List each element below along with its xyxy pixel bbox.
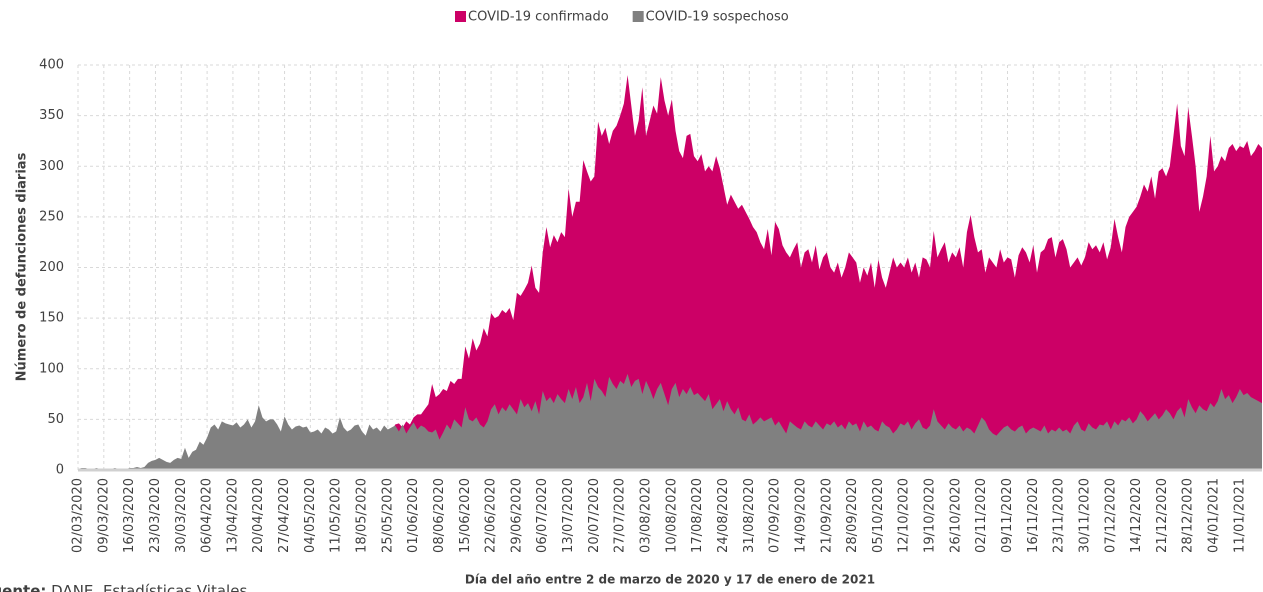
y-tick-label: 0 xyxy=(56,463,64,478)
legend-label: COVID-19 sospechoso xyxy=(646,10,789,25)
legend-label: COVID-19 confirmado xyxy=(468,10,609,25)
x-tick-label: 18/05/2020 xyxy=(355,478,370,553)
x-tick-label: 09/03/2020 xyxy=(96,478,111,553)
y-tick-label: 200 xyxy=(39,260,64,275)
x-tick-label: 07/09/2020 xyxy=(768,478,783,553)
x-tick-label: 16/03/2020 xyxy=(122,478,137,553)
x-tick-label: 25/05/2020 xyxy=(380,478,395,553)
x-tick-label: 08/06/2020 xyxy=(432,478,447,553)
x-tick-label: 11/05/2020 xyxy=(329,478,344,553)
x-tick-label: 06/04/2020 xyxy=(200,478,215,553)
source-prefix: Fuente: xyxy=(0,582,46,592)
x-tick-label: 02/03/2020 xyxy=(71,478,86,553)
area xyxy=(78,75,1262,470)
x-tick-label: 23/03/2020 xyxy=(148,478,163,553)
x-tick-label: 14/09/2020 xyxy=(793,478,808,553)
x-tick-label: 23/11/2020 xyxy=(1052,478,1067,553)
x-tick-label: 26/10/2020 xyxy=(948,478,963,553)
legend-swatch xyxy=(455,11,466,22)
x-tick-label: 11/01/2021 xyxy=(1232,478,1247,553)
x-tick-label: 03/08/2020 xyxy=(639,478,654,553)
x-axis-title: Día del año entre 2 de marzo de 2020 y 1… xyxy=(465,573,875,587)
x-tick-label: 20/07/2020 xyxy=(587,478,602,553)
y-tick-label: 250 xyxy=(39,209,64,224)
legend-swatch xyxy=(632,11,644,22)
x-tick-label: 27/04/2020 xyxy=(277,478,292,553)
x-tick-label: 30/11/2020 xyxy=(1077,478,1092,553)
y-tick-label: 150 xyxy=(39,311,64,326)
x-tick-label: 06/07/2020 xyxy=(535,478,550,553)
y-axis-title: Número de defunciones diarias xyxy=(15,152,30,381)
x-tick-label: 21/12/2020 xyxy=(1155,478,1170,553)
x-tick-label: 24/08/2020 xyxy=(716,478,731,553)
x-tick-label: 13/04/2020 xyxy=(225,478,240,553)
x-tick-label: 13/07/2020 xyxy=(561,478,576,553)
x-tick-label: 28/09/2020 xyxy=(845,478,860,553)
x-tick-label: 19/10/2020 xyxy=(923,478,938,553)
source-text: DANE, Estadísticas Vitales xyxy=(51,582,247,592)
x-tick-label: 12/10/2020 xyxy=(897,478,912,553)
x-tick-label: 29/06/2020 xyxy=(509,478,524,553)
x-tick-label: 05/10/2020 xyxy=(871,478,886,553)
x-tick-label: 01/06/2020 xyxy=(406,478,421,553)
x-tick-label: 21/09/2020 xyxy=(819,478,834,553)
y-tick-label: 50 xyxy=(47,412,64,427)
x-tick-label: 16/11/2020 xyxy=(1026,478,1041,553)
x-tick-label: 27/07/2020 xyxy=(613,478,628,553)
y-tick-label: 400 xyxy=(39,58,64,73)
x-tick-label: 30/03/2020 xyxy=(174,478,189,553)
x-tick-label: 15/06/2020 xyxy=(458,478,473,553)
area xyxy=(78,373,1262,470)
source: Fuente: DANE, Estadísticas Vitales xyxy=(0,582,247,592)
x-tick-label: 28/12/2020 xyxy=(1181,478,1196,553)
x-tick-label: 22/06/2020 xyxy=(484,478,499,553)
x-tick-label: 04/01/2021 xyxy=(1207,478,1222,553)
x-tick-label: 07/12/2020 xyxy=(1103,478,1118,553)
y-tick-label: 300 xyxy=(39,159,64,174)
x-tick-label: 02/11/2020 xyxy=(974,478,989,553)
x-tick-label: 17/08/2020 xyxy=(690,478,705,553)
x-tick-label: 04/05/2020 xyxy=(303,478,318,553)
x-tick-label: 20/04/2020 xyxy=(251,478,266,553)
x-tick-label: 10/08/2020 xyxy=(664,478,679,553)
x-tick-label: 09/11/2020 xyxy=(1000,478,1015,553)
y-tick-label: 100 xyxy=(39,361,64,376)
y-tick-label: 350 xyxy=(39,108,64,123)
x-tick-label: 31/08/2020 xyxy=(742,478,757,553)
x-tick-label: 14/12/2020 xyxy=(1129,478,1144,553)
